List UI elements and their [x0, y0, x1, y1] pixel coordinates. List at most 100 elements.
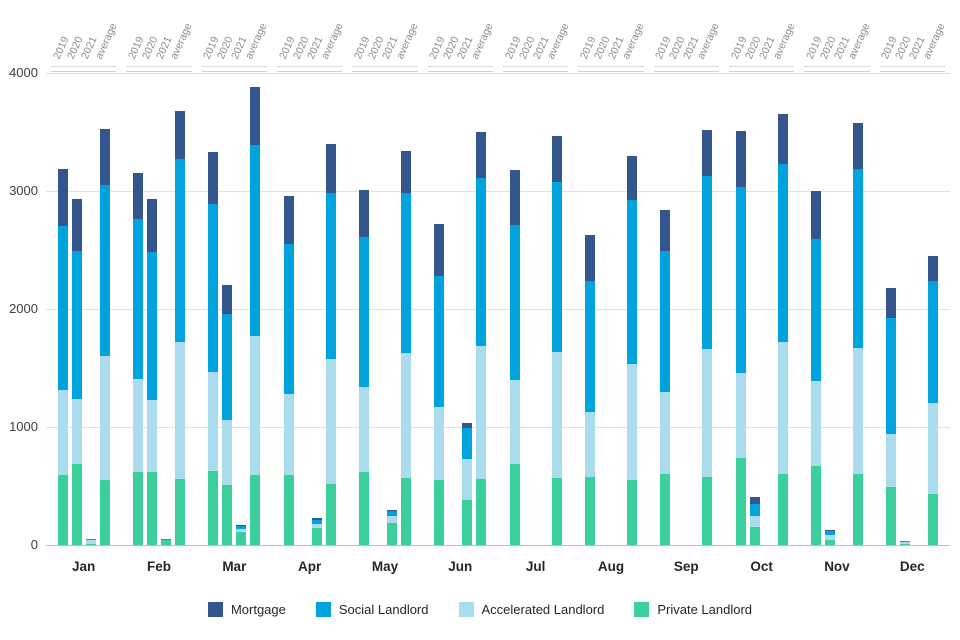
segment-accelerated-landlord	[928, 403, 939, 495]
gridline-2000	[46, 309, 950, 310]
header-slot: average	[695, 0, 721, 72]
bar-jan-2021	[85, 539, 96, 545]
segment-mortgage	[660, 209, 671, 252]
segment-private-landlord	[810, 465, 821, 545]
header-slot: 2020	[441, 0, 461, 72]
segment-social-landlord	[99, 185, 110, 357]
segment-accelerated-landlord	[358, 386, 369, 472]
segment-mortgage	[777, 114, 788, 164]
segment-accelerated-landlord	[810, 381, 821, 466]
segment-mortgage	[386, 509, 397, 512]
segment-social-landlord	[386, 511, 397, 516]
segment-social-landlord	[551, 181, 562, 352]
bar-dec-2019	[886, 287, 897, 545]
header-slot: 2021	[832, 0, 852, 72]
segment-accelerated-landlord	[509, 379, 520, 464]
segment-social-landlord	[852, 168, 863, 348]
header-slot: 2021	[531, 0, 551, 72]
month-label-sep: Sep	[673, 559, 699, 574]
segment-private-landlord	[208, 470, 219, 545]
bar-mar-2021	[236, 524, 247, 545]
group-tick-line	[427, 71, 493, 72]
segment-mortgage	[551, 135, 562, 182]
group-tick-line	[352, 71, 418, 72]
segment-social-landlord	[208, 204, 219, 372]
segment-social-landlord	[749, 503, 760, 516]
bar-may-average	[400, 150, 411, 545]
segment-social-landlord	[358, 237, 369, 387]
segment-accelerated-landlord	[132, 378, 143, 472]
segment-accelerated-landlord	[160, 539, 171, 541]
bar-jan-average	[99, 128, 110, 545]
segment-private-landlord	[250, 475, 261, 545]
bar-dec-average	[928, 255, 939, 545]
bar-jun-2019	[434, 224, 445, 545]
header-slot: 2019	[503, 0, 523, 72]
bar-apr-2021	[311, 517, 322, 545]
bar-jan-2019	[57, 168, 68, 545]
segment-private-landlord	[434, 480, 445, 545]
segment-accelerated-landlord	[852, 347, 863, 475]
header-slot: 2020	[140, 0, 160, 72]
bar-oct-2019	[735, 130, 746, 545]
legend-label: Mortgage	[230, 602, 286, 617]
month-label-dec: Dec	[899, 559, 925, 574]
header-slot: average	[243, 0, 269, 72]
header-slot: 2020	[743, 0, 763, 72]
legend-label: Accelerated Landlord	[481, 602, 605, 617]
bar-jul-2019	[509, 169, 520, 545]
header-group-nov: 2019 2020 2021 average	[799, 0, 874, 72]
bar-group-dec	[875, 73, 950, 545]
segment-accelerated-landlord	[283, 393, 294, 476]
segment-social-landlord	[476, 178, 487, 346]
group-tick-line	[728, 71, 795, 72]
segment-accelerated-landlord	[886, 434, 897, 488]
segment-accelerated-landlord	[824, 534, 835, 541]
header-slot: 2021	[229, 0, 249, 72]
segment-mortgage	[325, 143, 336, 194]
segment-private-landlord	[85, 543, 96, 545]
gridline-0	[46, 545, 950, 546]
header-slot: 2021	[154, 0, 174, 72]
segment-mortgage	[824, 529, 835, 532]
bar-apr-average	[325, 143, 336, 545]
segment-accelerated-landlord	[584, 411, 595, 477]
group-tick-line	[578, 71, 644, 72]
bar-may-2021	[386, 509, 397, 545]
legend: Mortgage Social Landlord Accelerated Landl…	[0, 602, 960, 617]
segment-private-landlord	[57, 475, 68, 545]
segment-mortgage	[626, 155, 637, 201]
segment-private-landlord	[777, 474, 788, 545]
bar-group-aug	[573, 73, 648, 545]
segment-mortgage	[236, 524, 247, 527]
bar-dec-2020	[900, 541, 911, 545]
month-label-feb: Feb	[146, 559, 171, 574]
segment-social-landlord	[702, 175, 713, 350]
header-group-mar: 2019 2020 2021 average	[197, 0, 272, 72]
group-tick-line-upper	[804, 66, 870, 67]
segment-accelerated-landlord	[71, 398, 82, 464]
bar-mar-2019	[208, 152, 219, 545]
segment-private-landlord	[462, 500, 473, 545]
segment-accelerated-landlord	[85, 540, 96, 544]
legend-swatch-accelerated-landlord	[458, 602, 474, 617]
header-group-oct: 2019 2020 2021 average	[724, 0, 799, 72]
bar-group-oct	[724, 73, 799, 545]
bar-jul-average	[551, 135, 562, 545]
gridline-3000	[46, 191, 950, 192]
header-slot: 2020	[592, 0, 612, 72]
header-slot: average	[846, 0, 872, 72]
header-slot: 2021	[79, 0, 99, 72]
header-group-dec: 2019 2020 2021 average	[875, 0, 950, 72]
bar-feb-2019	[132, 173, 143, 545]
segment-social-landlord	[85, 539, 96, 541]
segment-social-landlord	[626, 200, 637, 365]
x-axis-months: Jan Feb Mar Apr May Jun Jul Aug Sep Oct Nov Dec	[46, 559, 950, 574]
header-slot: 2019	[427, 0, 447, 72]
segment-mortgage	[358, 189, 369, 238]
bar-nov-average	[852, 122, 863, 545]
segment-private-landlord	[311, 528, 322, 545]
segment-private-landlord	[400, 477, 411, 545]
segment-social-landlord	[735, 187, 746, 373]
segment-mortgage	[132, 173, 143, 220]
